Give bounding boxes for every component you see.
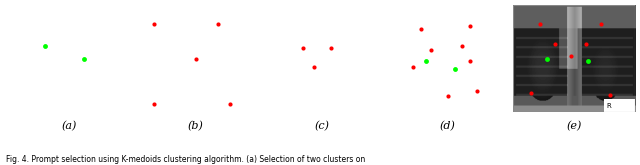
Polygon shape [140,22,191,110]
Text: Fig. 4. Prompt selection using K-medoids clustering algorithm. (a) Selection of : Fig. 4. Prompt selection using K-medoids… [6,155,365,164]
Text: (e): (e) [566,120,582,131]
Text: (d): (d) [440,120,456,131]
Polygon shape [294,34,346,84]
Polygon shape [13,14,62,110]
Text: (a): (a) [61,120,77,131]
Bar [604,99,635,112]
Text: (c): (c) [314,120,329,131]
Polygon shape [74,32,118,111]
Text: (b): (b) [188,120,204,131]
Text: R: R [607,103,611,109]
Polygon shape [198,29,248,111]
